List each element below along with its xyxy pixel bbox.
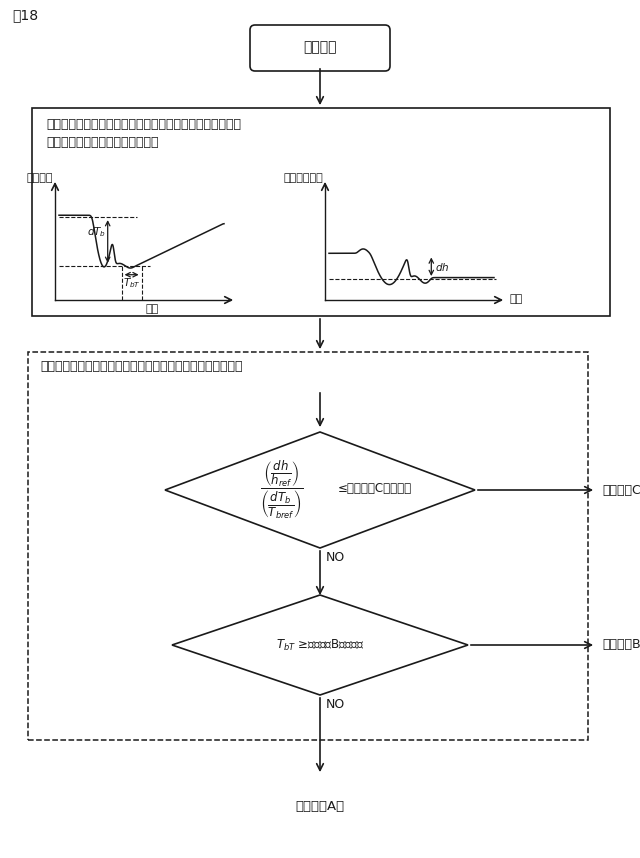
Text: NO: NO [326, 551, 345, 564]
Text: $T_{bT}$: $T_{bT}$ [123, 275, 141, 289]
Text: NO: NO [326, 698, 345, 711]
Text: 出側板厚偏差: 出側板厚偏差 [284, 173, 323, 183]
Polygon shape [172, 595, 468, 695]
Text: 入側張力: 入側張力 [26, 173, 53, 183]
Text: 時間: 時間 [510, 294, 524, 304]
FancyBboxPatch shape [250, 25, 390, 71]
Text: 制御方法B）: 制御方法B） [602, 638, 640, 651]
Text: ≤制御方法C）選択値: ≤制御方法C）選択値 [338, 481, 412, 494]
Polygon shape [165, 432, 475, 548]
Text: 差より、下記パラメータを求める: 差より、下記パラメータを求める [46, 136, 159, 149]
Text: 時間: 時間 [146, 304, 159, 314]
Text: $dh$: $dh$ [435, 261, 450, 273]
Text: 求めたパラメータの大小関係から最適制御方法を選択する。: 求めたパラメータの大小関係から最適制御方法を選択する。 [40, 360, 243, 373]
Text: 図18: 図18 [12, 8, 38, 22]
Text: 制御方法A）: 制御方法A） [296, 800, 344, 813]
Text: $dT_b$: $dT_b$ [86, 226, 106, 239]
Text: $\dfrac{\left(\dfrac{dh}{h_{ref}}\right)}{\left(\dfrac{dT_b}{T_{bref}}\right)}$: $\dfrac{\left(\dfrac{dh}{h_{ref}}\right)… [260, 459, 304, 521]
Text: 処理開始: 処理開始 [303, 40, 337, 54]
Bar [32, 108, 610, 316]
Text: ロールギャップステップ状変更後の入側張力、出側板厚偏: ロールギャップステップ状変更後の入側張力、出側板厚偏 [46, 118, 241, 131]
Text: $T_{bT}$ ≥制御方法B）選択値: $T_{bT}$ ≥制御方法B）選択値 [276, 637, 364, 653]
Bar [28, 352, 588, 740]
Text: 制御方法C）: 制御方法C） [602, 484, 640, 497]
